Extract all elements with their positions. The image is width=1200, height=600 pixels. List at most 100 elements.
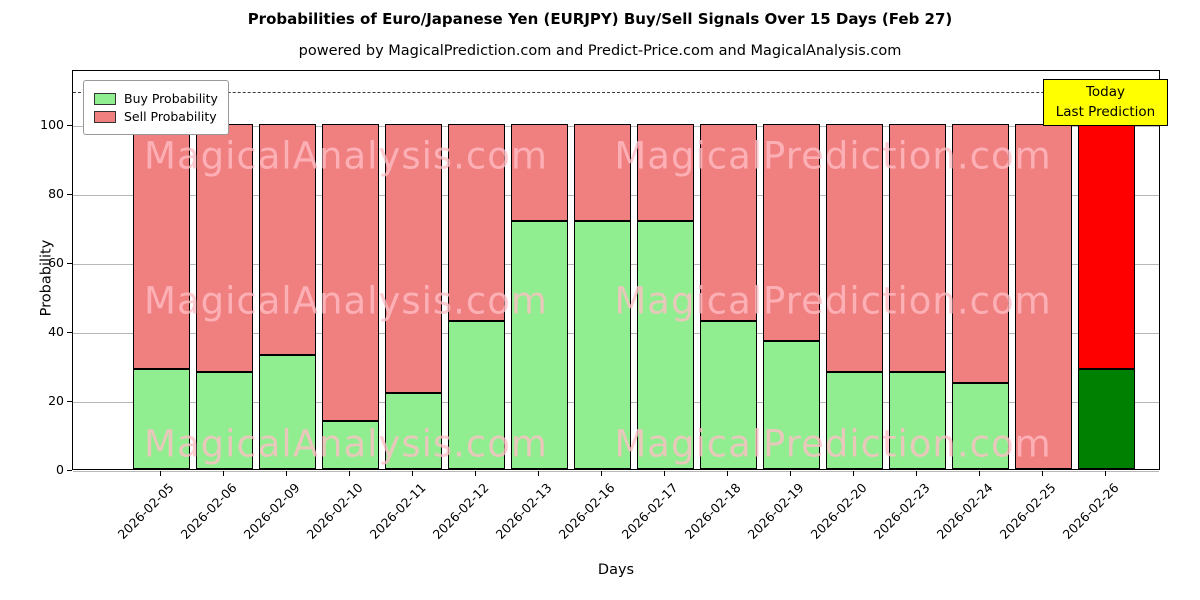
bar-2026-02-18 <box>699 124 757 469</box>
bar-2026-02-24 <box>951 124 1009 469</box>
x-tick-label: 2026-02-05 <box>114 480 177 542</box>
buy-segment <box>825 372 883 469</box>
bar-2026-02-23 <box>888 124 946 469</box>
buy-segment <box>699 320 757 469</box>
y-axis-label: Probability <box>38 239 55 317</box>
bar-2026-02-11 <box>384 124 442 469</box>
sell-segment <box>510 124 568 221</box>
buy-segment <box>888 372 946 469</box>
annotation-line1: Today <box>1085 84 1126 100</box>
x-tick-mark <box>538 471 539 476</box>
x-tick-label: 2026-02-16 <box>555 480 618 542</box>
x-tick-mark <box>727 471 728 476</box>
buy-segment <box>447 320 505 469</box>
x-tick-mark <box>475 471 476 476</box>
x-tick-mark <box>412 471 413 476</box>
bar-2026-02-26 <box>1077 124 1135 469</box>
legend-sell-label: Sell Probability <box>124 109 217 124</box>
legend-item-buy: Buy Probability <box>94 91 218 106</box>
bar-2026-02-05 <box>132 124 190 469</box>
sell-segment <box>195 124 253 373</box>
x-tick-label: 2026-02-19 <box>744 480 807 542</box>
sell-segment <box>762 124 820 342</box>
watermark-text: MagicalAnalysis.com <box>144 134 548 178</box>
y-tick-label: 60 <box>48 255 64 271</box>
x-tick-label: 2026-02-12 <box>429 480 492 542</box>
today-annotation: Today Last Prediction <box>1043 79 1168 127</box>
x-tick-label: 2026-02-09 <box>240 480 303 542</box>
y-tick-label: 40 <box>48 324 64 340</box>
sell-segment <box>447 124 505 321</box>
y-tick-label: 20 <box>48 393 64 409</box>
sell-segment <box>1077 124 1135 369</box>
x-tick-mark <box>790 471 791 476</box>
buy-segment <box>258 355 316 469</box>
legend: Buy Probability Sell Probability <box>83 80 229 135</box>
x-tick-mark <box>1042 471 1043 476</box>
watermark-text: MagicalAnalysis.com <box>144 422 548 466</box>
bar-2026-02-16 <box>573 124 631 469</box>
x-tick-label: 2026-02-10 <box>303 480 366 542</box>
x-axis-label: Days <box>597 562 635 578</box>
buy-segment <box>510 220 568 469</box>
sell-segment <box>888 124 946 373</box>
sell-segment <box>573 124 631 221</box>
grid-line <box>73 471 1159 472</box>
x-tick-mark <box>664 471 665 476</box>
x-tick-label: 2026-02-23 <box>870 480 933 542</box>
buy-segment <box>951 382 1009 469</box>
y-tick-mark <box>67 332 72 334</box>
y-tick-label: 80 <box>48 186 64 202</box>
x-tick-mark <box>1105 471 1106 476</box>
x-tick-mark <box>286 471 287 476</box>
x-tick-label: 2026-02-24 <box>933 480 996 542</box>
sell-segment <box>321 124 379 421</box>
x-tick-mark <box>916 471 917 476</box>
y-tick-mark <box>67 263 72 265</box>
watermark-text: MagicalAnalysis.com <box>144 279 548 323</box>
x-tick-label: 2026-02-11 <box>366 480 429 542</box>
bar-2026-02-13 <box>510 124 568 469</box>
y-tick-label: 0 <box>56 462 64 477</box>
x-tick-mark <box>223 471 224 476</box>
sell-segment <box>132 124 190 369</box>
x-tick-label: 2026-02-06 <box>177 480 240 542</box>
x-tick-label: 2026-02-25 <box>996 480 1059 542</box>
x-tick-label: 2026-02-13 <box>492 480 555 542</box>
buy-segment <box>1077 369 1135 469</box>
x-tick-label: 2026-02-20 <box>807 480 870 542</box>
bar-2026-02-25 <box>1014 124 1072 469</box>
y-tick-mark <box>67 194 72 196</box>
y-tick-mark <box>67 401 72 403</box>
chart-title: Probabilities of Euro/Japanese Yen (EURJ… <box>247 10 953 28</box>
buy-segment <box>195 372 253 469</box>
buy-segment <box>384 393 442 469</box>
y-tick-mark <box>67 125 72 127</box>
buy-segment <box>132 369 190 469</box>
y-tick-mark <box>67 470 72 471</box>
watermark-text: MagicalPrediction.com <box>614 134 1052 178</box>
watermark-text: MagicalPrediction.com <box>614 279 1052 323</box>
x-tick-mark <box>349 471 350 476</box>
bar-2026-02-20 <box>825 124 883 469</box>
sell-segment <box>699 124 757 321</box>
sell-swatch-icon <box>94 110 116 123</box>
sell-segment <box>636 124 694 221</box>
x-tick-label: 2026-02-26 <box>1059 480 1122 542</box>
sell-segment <box>384 124 442 394</box>
annotation-line2: Last Prediction <box>1055 103 1156 120</box>
x-tick-mark <box>160 471 161 476</box>
x-tick-mark <box>853 471 854 476</box>
bar-2026-02-09 <box>258 124 316 469</box>
legend-buy-label: Buy Probability <box>124 91 218 106</box>
bar-2026-02-17 <box>636 124 694 469</box>
chart-subtitle: powered by MagicalPrediction.com and Pre… <box>298 43 902 59</box>
sell-segment <box>951 124 1009 383</box>
x-tick-mark <box>979 471 980 476</box>
legend-item-sell: Sell Probability <box>94 109 218 124</box>
buy-segment <box>573 220 631 469</box>
bar-2026-02-12 <box>447 124 505 469</box>
sell-segment <box>825 124 883 373</box>
x-tick-mark <box>601 471 602 476</box>
